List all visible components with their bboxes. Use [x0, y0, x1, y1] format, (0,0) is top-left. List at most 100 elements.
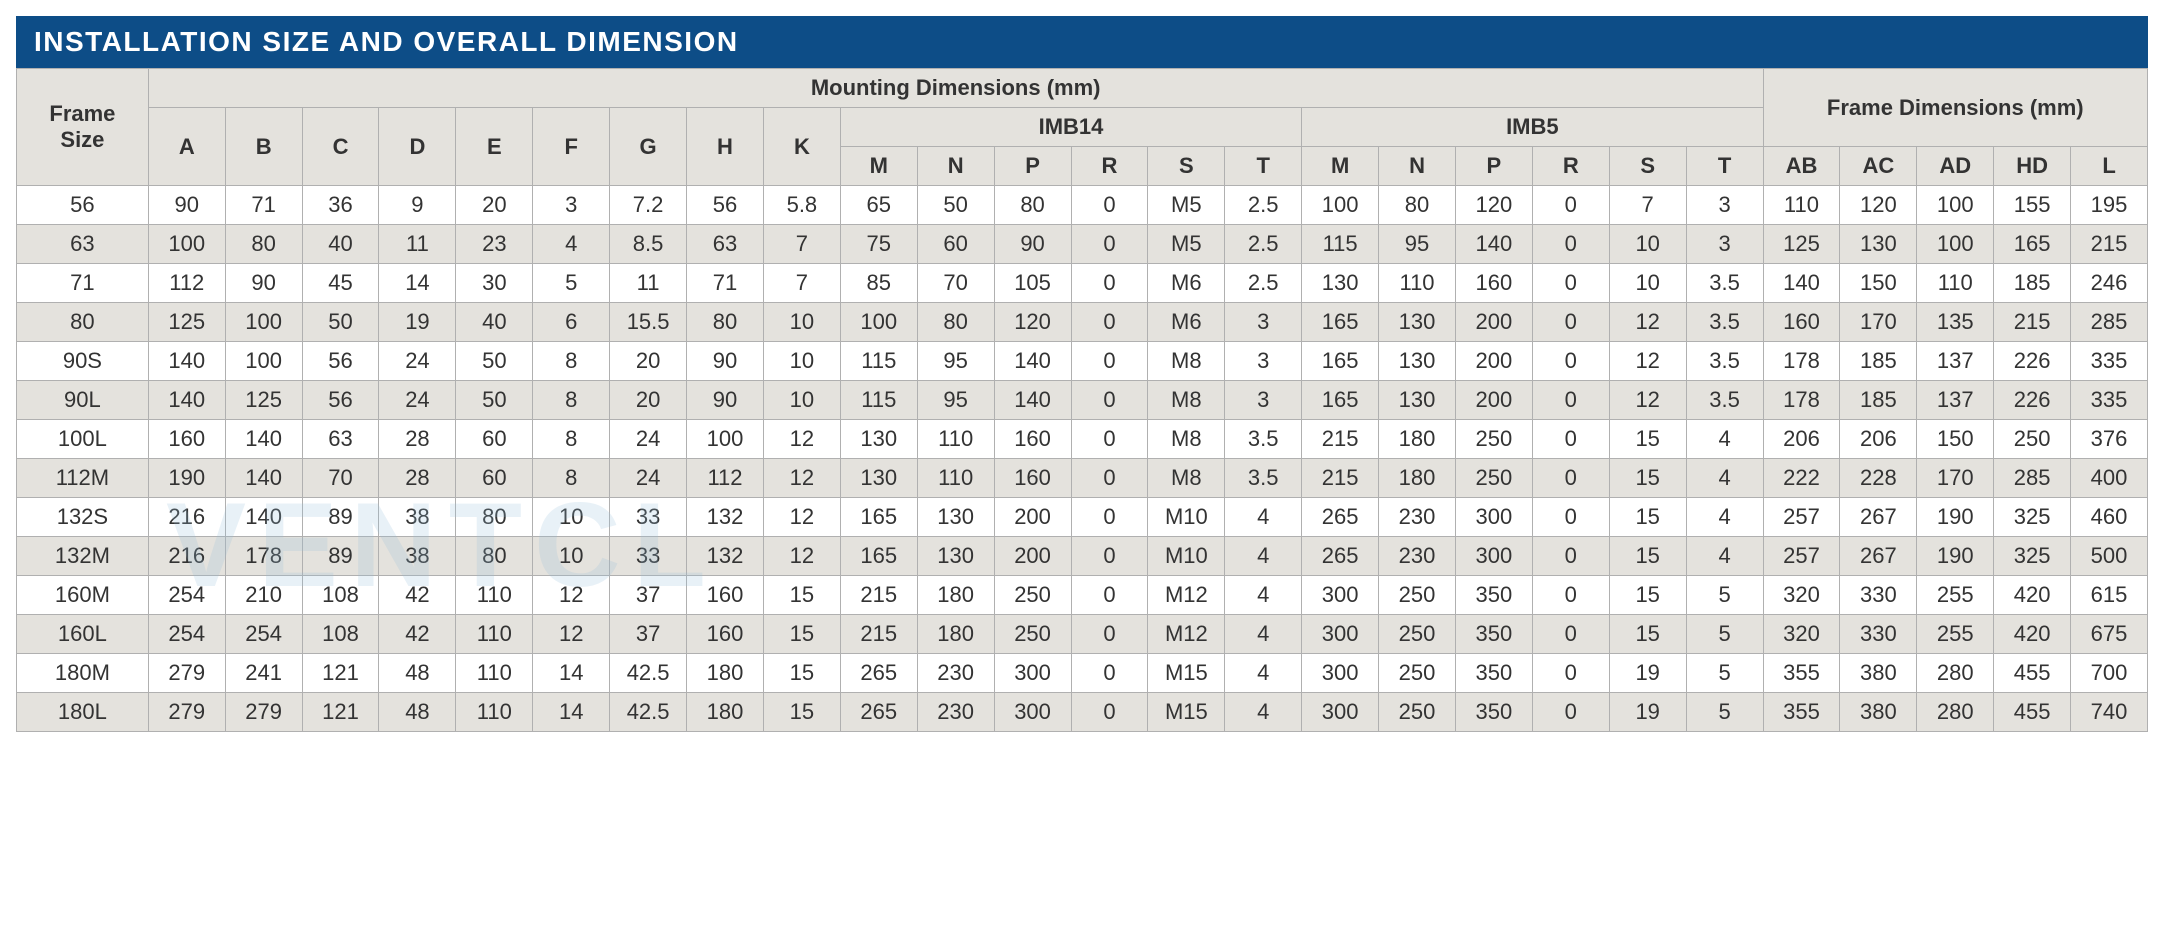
table-row: 132M2161788938801033132121651302000M1042…: [17, 537, 2148, 576]
cell-value: 300: [1302, 576, 1379, 615]
cell-value: 300: [994, 693, 1071, 732]
table-row: 90L1401255624508209010115951400M83165130…: [17, 381, 2148, 420]
cell-value: M12: [1148, 615, 1225, 654]
cell-frame-size: 160L: [17, 615, 149, 654]
cell-value: 132: [687, 537, 764, 576]
cell-value: 3.5: [1686, 264, 1763, 303]
cell-value: 0: [1071, 537, 1148, 576]
cell-value: 100: [687, 420, 764, 459]
cell-value: 350: [1455, 654, 1532, 693]
cell-value: 0: [1071, 186, 1148, 225]
table-row: 80125100501940615.58010100801200M6316513…: [17, 303, 2148, 342]
cell-value: 228: [1840, 459, 1917, 498]
cell-value: 5: [1686, 576, 1763, 615]
cell-frame-size: 100L: [17, 420, 149, 459]
cell-value: 48: [379, 693, 456, 732]
header-col-d: D: [379, 108, 456, 186]
cell-value: 28: [379, 459, 456, 498]
cell-value: 63: [302, 420, 379, 459]
cell-value: 335: [2071, 381, 2148, 420]
cell-value: 80: [994, 186, 1071, 225]
cell-value: 10: [763, 303, 840, 342]
cell-value: 3.5: [1225, 459, 1302, 498]
cell-value: 137: [1917, 342, 1994, 381]
header-imb14-s: S: [1148, 147, 1225, 186]
cell-value: 140: [225, 459, 302, 498]
cell-value: 350: [1455, 615, 1532, 654]
cell-value: 75: [840, 225, 917, 264]
cell-value: 335: [2071, 342, 2148, 381]
cell-value: 0: [1071, 693, 1148, 732]
cell-value: 241: [225, 654, 302, 693]
cell-value: 230: [1379, 498, 1456, 537]
table-row: 112M190140702860824112121301101600M83.52…: [17, 459, 2148, 498]
cell-value: 178: [1763, 342, 1840, 381]
cell-value: M5: [1148, 186, 1225, 225]
cell-value: 110: [1379, 264, 1456, 303]
cell-value: 0: [1071, 615, 1148, 654]
cell-value: 280: [1917, 693, 1994, 732]
header-imb14-p: P: [994, 147, 1071, 186]
cell-value: 230: [917, 693, 994, 732]
cell-value: 71: [225, 186, 302, 225]
cell-value: 2.5: [1225, 225, 1302, 264]
cell-frame-size: 160M: [17, 576, 149, 615]
cell-value: 14: [533, 693, 610, 732]
cell-value: 0: [1532, 342, 1609, 381]
cell-value: 222: [1763, 459, 1840, 498]
cell-value: 165: [840, 537, 917, 576]
cell-value: 48: [379, 654, 456, 693]
cell-value: 0: [1532, 654, 1609, 693]
cell-value: M12: [1148, 576, 1225, 615]
cell-value: 125: [225, 381, 302, 420]
cell-value: 4: [1225, 576, 1302, 615]
cell-value: 50: [917, 186, 994, 225]
cell-value: 170: [1917, 459, 1994, 498]
cell-value: 42: [379, 615, 456, 654]
cell-value: 0: [1071, 498, 1148, 537]
cell-value: 11: [379, 225, 456, 264]
cell-value: 100: [225, 303, 302, 342]
cell-value: 110: [917, 459, 994, 498]
cell-value: 108: [302, 576, 379, 615]
header-imb14-n: N: [917, 147, 994, 186]
cell-value: 19: [1609, 654, 1686, 693]
table-row: 160L254254108421101237160152151802500M12…: [17, 615, 2148, 654]
cell-value: 0: [1071, 264, 1148, 303]
cell-value: 300: [1302, 615, 1379, 654]
cell-value: 15: [1609, 420, 1686, 459]
cell-value: 4: [1225, 498, 1302, 537]
cell-value: 255: [1917, 576, 1994, 615]
cell-value: 0: [1532, 264, 1609, 303]
cell-value: 0: [1071, 342, 1148, 381]
cell-value: 216: [148, 498, 225, 537]
cell-value: 3: [1225, 303, 1302, 342]
dimension-table-container: INSTALLATION SIZE AND OVERALL DIMENSION …: [16, 16, 2148, 732]
cell-value: 130: [1302, 264, 1379, 303]
header-col-k: K: [763, 108, 840, 186]
cell-value: 178: [225, 537, 302, 576]
cell-value: 180: [917, 615, 994, 654]
cell-value: 90: [687, 342, 764, 381]
header-imb5-r: R: [1532, 147, 1609, 186]
cell-value: 24: [379, 342, 456, 381]
header-imb5-m: M: [1302, 147, 1379, 186]
cell-value: 100: [225, 342, 302, 381]
cell-value: 215: [840, 615, 917, 654]
cell-value: 0: [1532, 537, 1609, 576]
cell-value: 80: [456, 537, 533, 576]
cell-value: 300: [1455, 498, 1532, 537]
cell-value: 380: [1840, 693, 1917, 732]
cell-frame-size: 63: [17, 225, 149, 264]
cell-value: 165: [1302, 342, 1379, 381]
cell-value: 140: [225, 420, 302, 459]
cell-value: 190: [1917, 537, 1994, 576]
cell-frame-size: 132M: [17, 537, 149, 576]
cell-value: 246: [2071, 264, 2148, 303]
cell-value: 100: [1917, 225, 1994, 264]
cell-value: 33: [610, 537, 687, 576]
cell-value: 10: [1609, 225, 1686, 264]
cell-value: 200: [1455, 381, 1532, 420]
cell-value: 0: [1532, 615, 1609, 654]
cell-value: 376: [2071, 420, 2148, 459]
